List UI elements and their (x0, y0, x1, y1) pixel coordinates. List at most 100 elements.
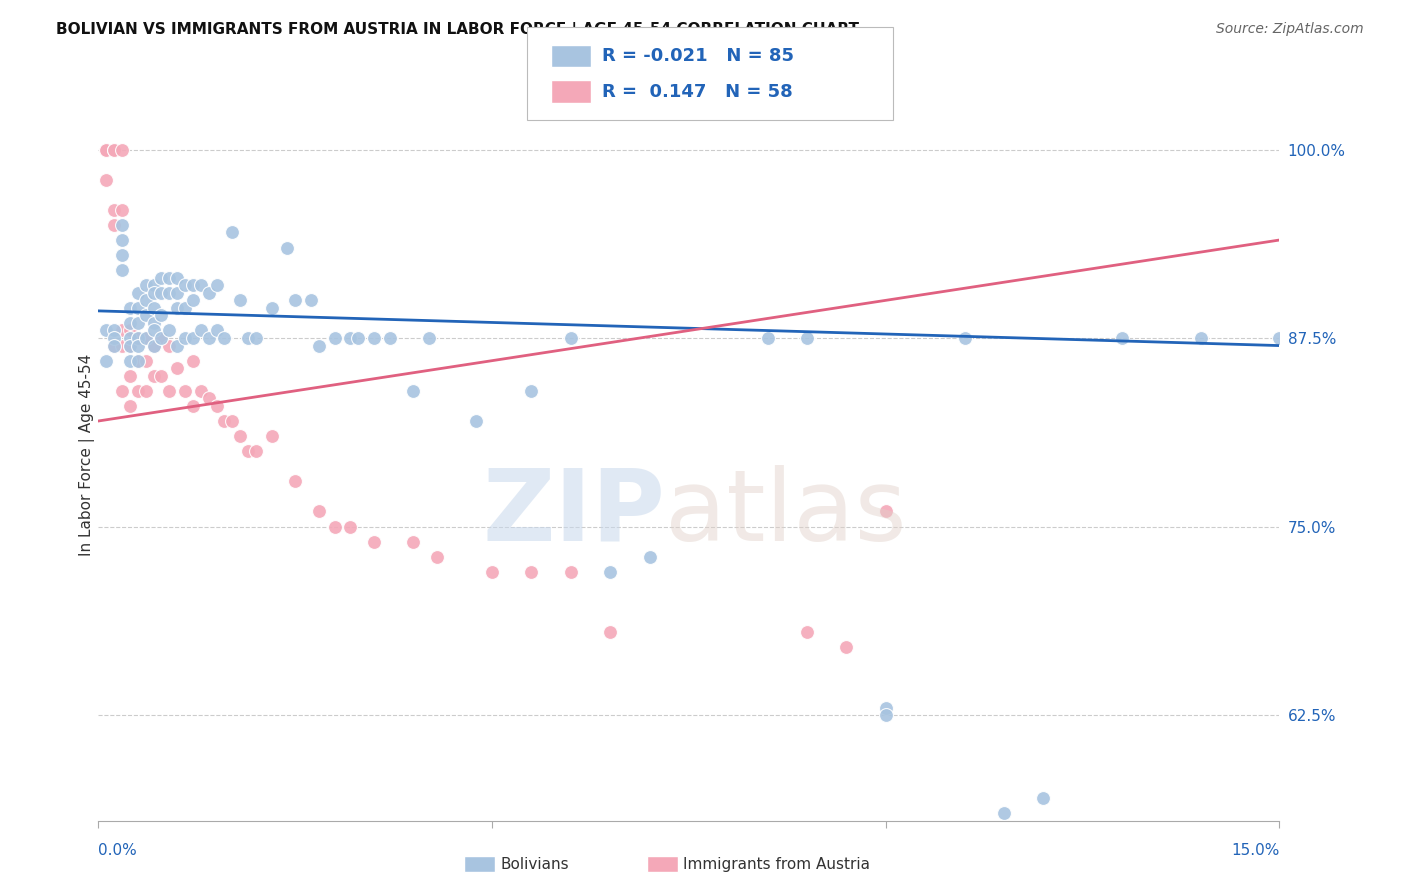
Point (96, 172, 118, 186)
Point (174, 301, 197, 315)
Point (197, 331, 219, 345)
Point (111, 384, 134, 398)
Point (418, 331, 440, 345)
Point (875, 700, 897, 714)
Point (142, 285, 165, 300)
Point (118, 316, 141, 330)
Point (142, 338, 165, 352)
Point (96, 324, 118, 338)
Point (142, 338, 165, 352)
Point (190, 324, 212, 338)
Point (465, 414, 488, 428)
Point (127, 384, 149, 398)
Point (150, 331, 173, 345)
Point (96, 353, 118, 368)
Point (150, 331, 173, 345)
Point (135, 293, 157, 308)
Point (96, 143, 118, 157)
Point (166, 270, 188, 285)
Y-axis label: In Labor Force | Age 45-54: In Labor Force | Age 45-54 (79, 354, 96, 556)
Point (214, 414, 236, 428)
Point (127, 301, 149, 315)
Point (323, 331, 346, 345)
Point (190, 384, 212, 398)
Text: Bolivians: Bolivians (501, 857, 569, 871)
Text: ZIP: ZIP (482, 465, 665, 562)
Point (142, 278, 165, 293)
Point (103, 143, 125, 157)
Point (1189, 331, 1212, 345)
Point (796, 331, 818, 345)
Point (308, 338, 330, 352)
Point (229, 429, 252, 443)
Text: 15.0%: 15.0% (1232, 843, 1279, 858)
Point (157, 324, 180, 338)
Point (953, 331, 976, 345)
Point (150, 309, 173, 323)
Point (142, 316, 165, 330)
Point (599, 565, 621, 579)
Point (993, 806, 1015, 821)
Point (299, 293, 322, 308)
Point (260, 429, 283, 443)
Point (135, 353, 157, 368)
Point (103, 143, 125, 157)
Point (599, 625, 621, 640)
Point (157, 384, 180, 398)
Point (157, 270, 180, 285)
Point (127, 353, 149, 368)
Point (135, 278, 157, 293)
Point (111, 248, 134, 262)
Point (127, 316, 149, 330)
Point (103, 324, 125, 338)
Point (363, 331, 385, 345)
Point (339, 331, 361, 345)
Point (875, 708, 897, 723)
Point (118, 353, 141, 368)
Point (103, 338, 125, 352)
Point (157, 338, 180, 352)
Point (135, 309, 157, 323)
Point (127, 331, 149, 345)
Point (118, 368, 141, 383)
Point (135, 331, 157, 345)
Point (236, 444, 259, 458)
Point (181, 293, 204, 308)
Point (276, 241, 298, 255)
Point (1032, 791, 1054, 805)
Point (1111, 331, 1133, 345)
Point (205, 278, 228, 293)
Point (190, 278, 212, 293)
Point (142, 368, 165, 383)
Point (127, 285, 149, 300)
Point (150, 368, 173, 383)
Point (118, 338, 141, 352)
Point (111, 143, 134, 157)
Point (111, 233, 134, 247)
Point (150, 270, 173, 285)
Point (181, 331, 204, 345)
Point (197, 285, 219, 300)
Point (796, 625, 818, 640)
Point (166, 338, 188, 352)
Point (118, 331, 141, 345)
Point (214, 331, 236, 345)
Point (1268, 331, 1291, 345)
Point (96, 143, 118, 157)
Point (245, 331, 267, 345)
Point (205, 324, 228, 338)
Point (127, 338, 149, 352)
Point (111, 324, 134, 338)
Point (142, 301, 165, 315)
Point (875, 504, 897, 518)
Point (150, 285, 173, 300)
Point (638, 549, 661, 564)
Point (378, 331, 401, 345)
Point (96, 143, 118, 157)
Point (118, 324, 141, 338)
Point (402, 534, 425, 549)
Text: 0.0%: 0.0% (98, 843, 138, 858)
Point (181, 278, 204, 293)
Point (174, 384, 197, 398)
Point (103, 218, 125, 232)
